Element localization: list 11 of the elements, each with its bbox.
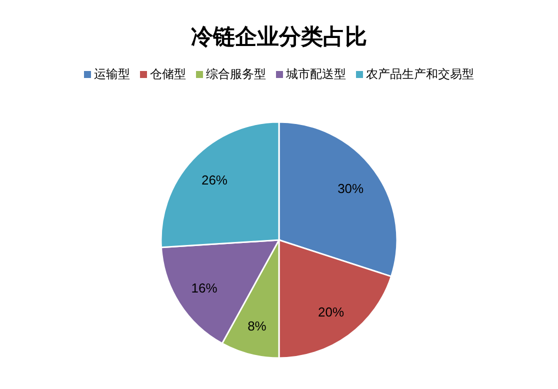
legend-label: 运输型 [94,67,130,81]
data-label: 20% [318,304,344,320]
data-label: 16% [191,280,218,296]
data-label: 30% [338,180,364,196]
legend-label: 农产品生产和交易型 [366,67,474,81]
chart-title: 冷链企业分类占比 [191,24,367,49]
legend-label: 综合服务型 [206,67,266,81]
data-label: 8% [248,318,267,334]
legend-label: 仓储型 [150,67,186,81]
legend-label: 城市配送型 [285,67,346,81]
data-label: 26% [201,172,228,188]
